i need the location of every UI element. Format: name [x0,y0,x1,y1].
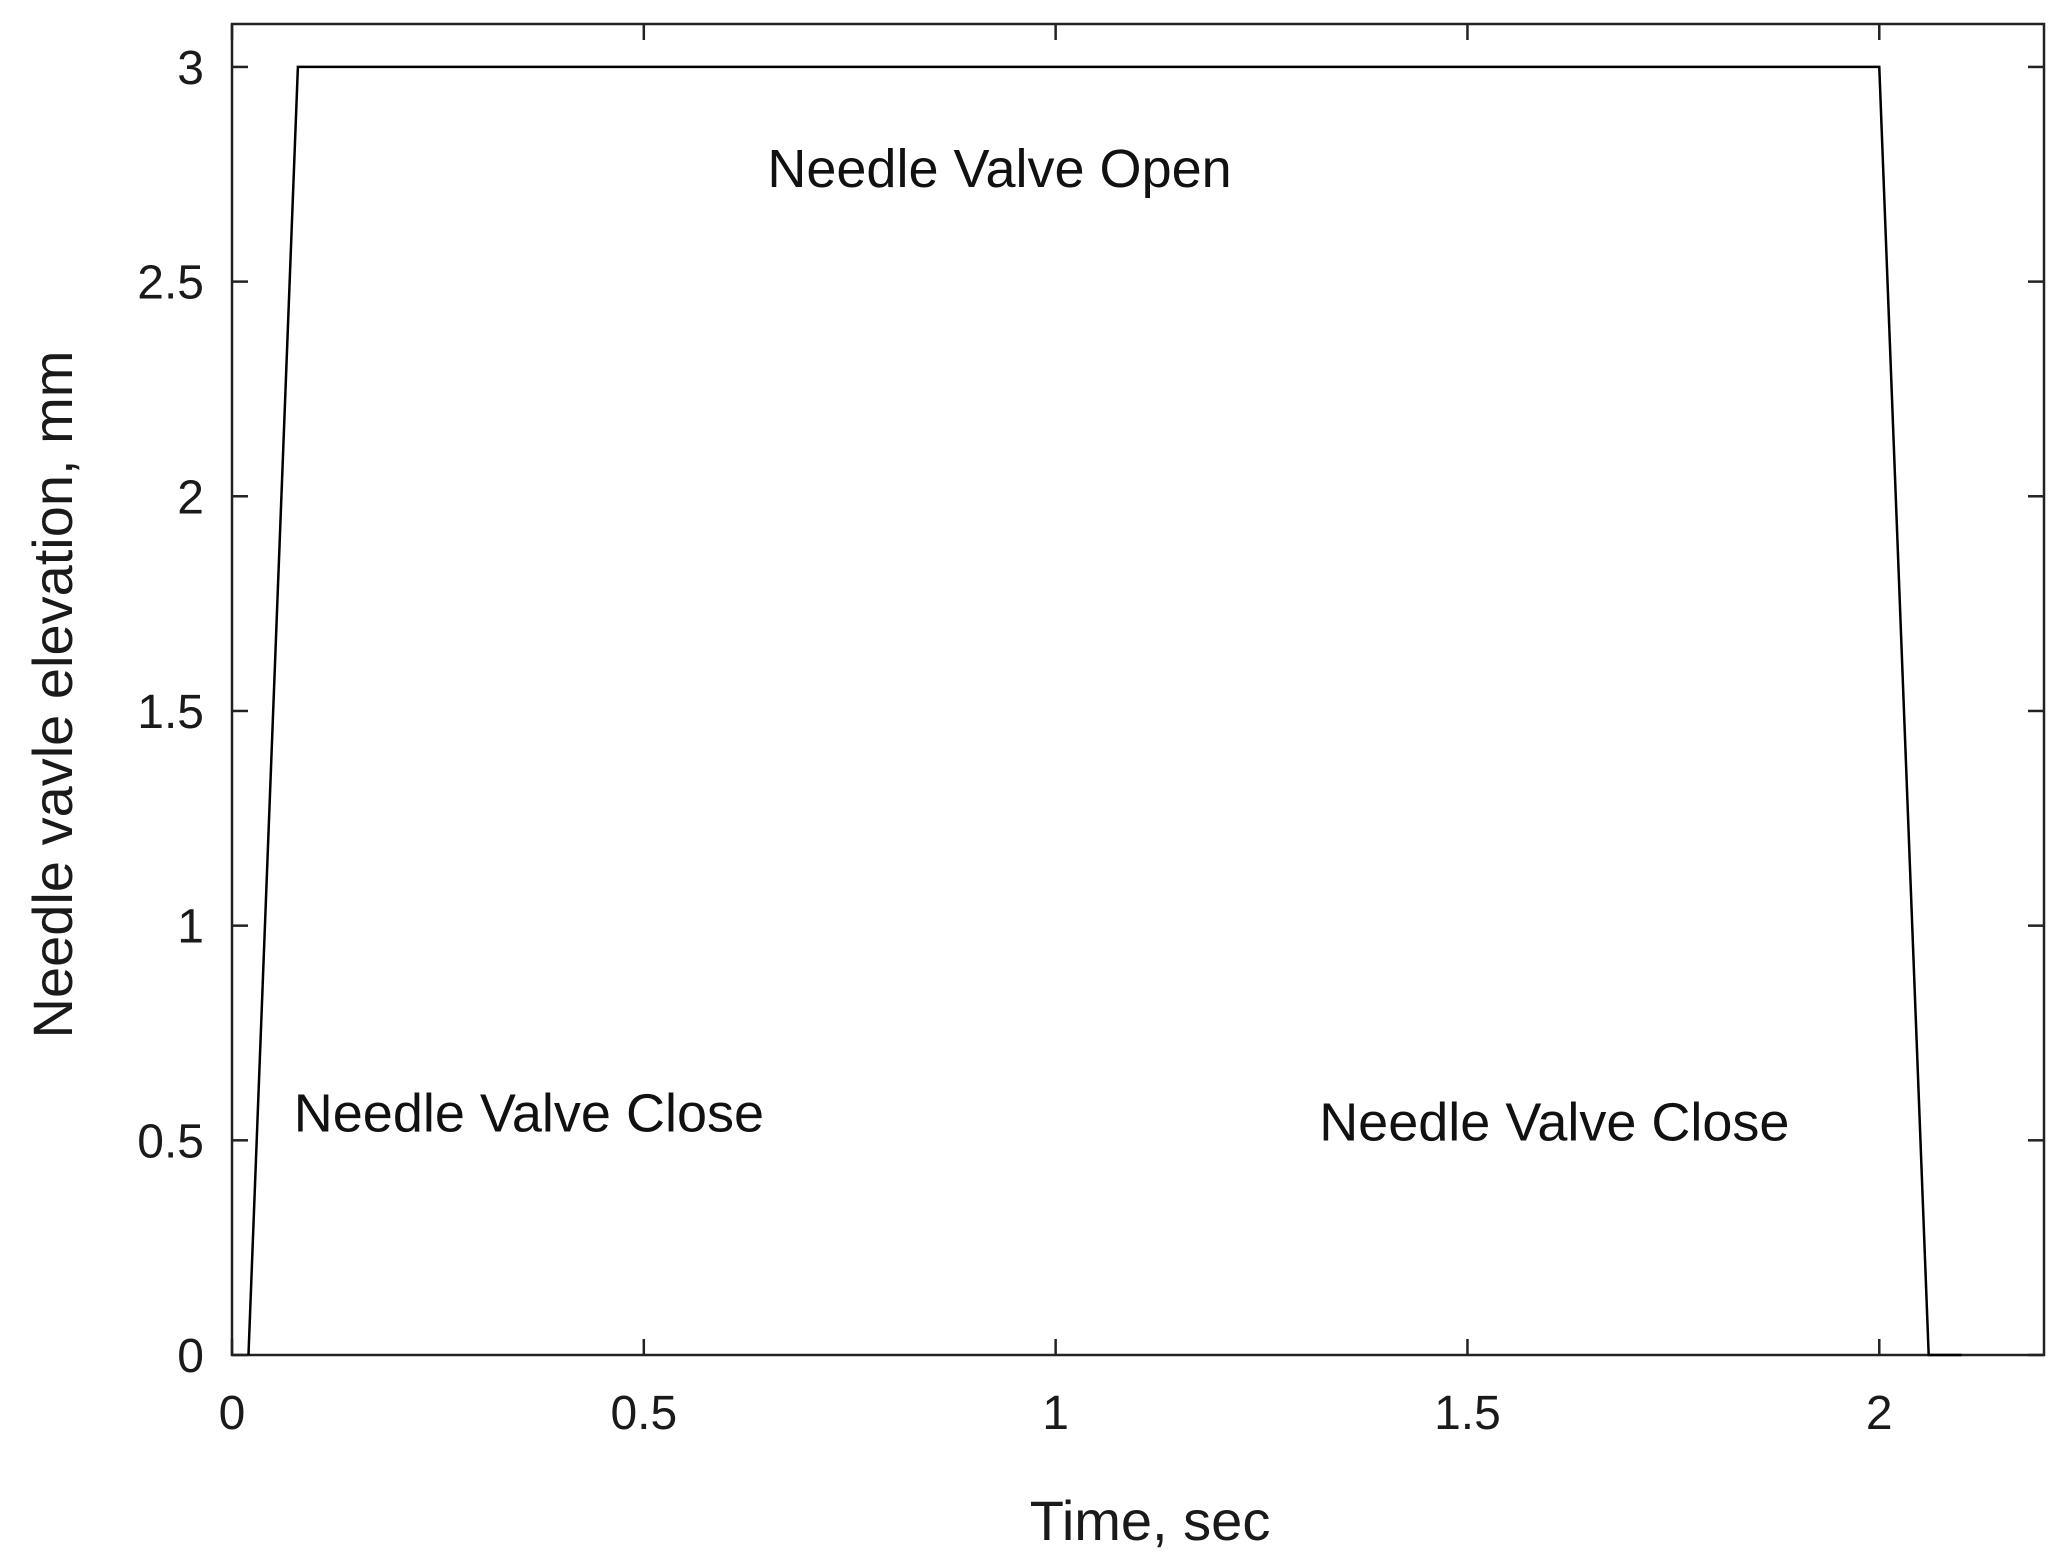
annotations-layer: Needle Valve Open Needle Valve Close Needl… [294,139,1790,1152]
x-tick-label: 0 [219,1387,246,1440]
x-axis-label: Time, sec [1030,1489,1271,1552]
series-layer [247,65,1962,1357]
x-tick-label: 1.5 [1434,1387,1501,1440]
x-tick-label: 1 [1042,1387,1069,1440]
y-tick-label: 2 [177,471,204,524]
plot-frame [230,22,2046,1357]
x-tick-label: 2 [1866,1387,1893,1440]
x-tick-label: 0.5 [610,1387,677,1440]
y-tick-label: 2.5 [137,257,204,310]
series-line [247,65,1962,1357]
x-axis-ticks: 0 0.5 1 1.5 2 [219,24,1893,1440]
y-tick-label: 3 [177,42,204,95]
y-tick-label: 1 [177,901,204,954]
y-axis-ticks: 0 0.5 1 1.5 2 2.5 3 [137,42,2044,1383]
y-tick-label: 1.5 [137,686,204,739]
annotation-label: Needle Valve Close [294,1084,764,1144]
y-axis-label: Needle vavle elevation, mm [21,351,84,1039]
y-tick-label: 0.5 [137,1115,204,1168]
annotation-label: Needle Valve Close [1319,1092,1789,1152]
annotation-label: Needle Valve Open [767,139,1231,199]
y-tick-label: 0 [177,1330,204,1383]
